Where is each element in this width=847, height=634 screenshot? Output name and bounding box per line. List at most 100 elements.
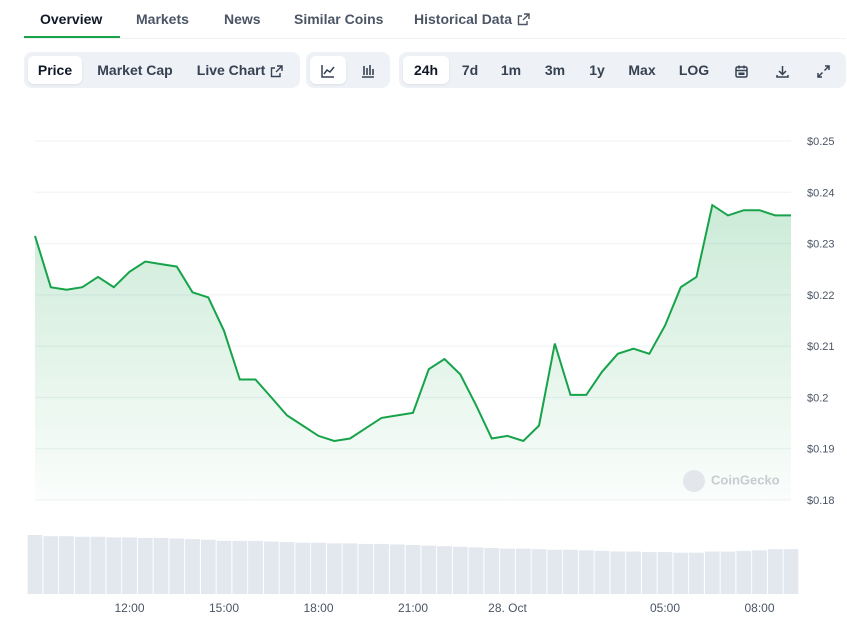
- overview-tabs: Overview Markets News Similar Coins Hist…: [24, 0, 846, 39]
- market-cap-button[interactable]: Market Cap: [97, 62, 173, 78]
- range-selector: 24h 7d 1m 3m 1y Max LOG: [399, 52, 846, 88]
- coingecko-logo-icon: [683, 470, 705, 492]
- volume-bar: [374, 543, 389, 594]
- tab-historical-data[interactable]: Historical Data: [414, 11, 530, 27]
- coingecko-watermark: CoinGecko: [683, 470, 780, 492]
- volume-bar: [185, 539, 200, 594]
- volume-bar: [169, 538, 185, 594]
- volume-bar: [200, 539, 216, 594]
- price-chart[interactable]: $0.25$0.24$0.23$0.22$0.21$0.2$0.19$0.18 …: [0, 100, 847, 634]
- volume-bar: [90, 536, 106, 594]
- x-tick-label: 28. Oct: [488, 601, 527, 615]
- tab-markets[interactable]: Markets: [136, 11, 189, 27]
- volume-bar: [736, 550, 752, 594]
- volume-bar: [106, 537, 122, 594]
- range-1m-button[interactable]: 1m: [500, 62, 522, 78]
- volume-bar: [704, 551, 720, 594]
- volume-bars: [27, 535, 799, 595]
- volume-bar: [641, 552, 657, 594]
- line-chart-icon: [321, 65, 335, 79]
- volume-bar: [248, 540, 263, 594]
- range-3m-button[interactable]: 3m: [544, 62, 566, 78]
- x-tick-label: 18:00: [303, 601, 333, 615]
- volume-bar: [500, 548, 515, 594]
- candlestick-icon: [362, 65, 374, 79]
- external-link-icon: [271, 65, 283, 77]
- external-link-icon: [517, 13, 530, 26]
- date-range-button[interactable]: [724, 56, 758, 84]
- tab-similar-coins[interactable]: Similar Coins: [294, 11, 384, 27]
- fullscreen-button[interactable]: [806, 56, 840, 84]
- x-axis: 12:00 15:00 18:00 21:00 28. Oct 05:00 08:00: [114, 601, 774, 615]
- volume-bar: [484, 548, 500, 594]
- volume-bar: [27, 535, 43, 594]
- range-1y-button[interactable]: 1y: [589, 62, 605, 78]
- x-tick-label: 08:00: [744, 601, 774, 615]
- volume-bar: [153, 537, 169, 594]
- range-24h-button[interactable]: 24h: [403, 56, 449, 84]
- watermark-label: CoinGecko: [711, 472, 780, 488]
- volume-bar: [405, 545, 421, 594]
- volume-bar: [720, 551, 736, 594]
- volume-bar: [547, 549, 563, 595]
- volume-bar: [531, 549, 547, 594]
- price-button[interactable]: Price: [28, 56, 82, 84]
- y-axis: $0.25 $0.24 $0.23 $0.22 $0.21 $0.2 $0.19 $0.18: [807, 136, 835, 507]
- live-chart-label: Live Chart: [196, 62, 266, 78]
- volume-bar: [74, 536, 90, 594]
- volume-bar: [594, 550, 610, 594]
- range-7d-button[interactable]: 7d: [461, 62, 479, 78]
- volume-bar: [563, 549, 578, 595]
- volume-bar: [122, 537, 137, 594]
- y-tick-label: $0.22: [807, 290, 835, 302]
- range-max-button[interactable]: Max: [628, 62, 656, 78]
- live-chart-button[interactable]: Live Chart: [192, 56, 288, 84]
- y-tick-label: $0.25: [807, 136, 835, 148]
- volume-bar: [421, 545, 437, 594]
- volume-bar: [783, 549, 799, 594]
- y-tick-label: $0.2: [807, 392, 828, 404]
- volume-bar: [263, 541, 279, 594]
- tab-historical-data-label: Historical Data: [414, 11, 513, 27]
- candlestick-chart-button[interactable]: [350, 56, 386, 84]
- volume-bar: [358, 543, 374, 594]
- metric-selector: Price Market Cap Live Chart: [24, 52, 300, 88]
- active-tab-indicator: [24, 36, 120, 38]
- volume-bar: [610, 551, 626, 594]
- y-tick-label: $0.19: [807, 444, 835, 456]
- download-button[interactable]: [765, 56, 799, 84]
- volume-bar: [673, 552, 689, 594]
- volume-bar: [752, 550, 767, 594]
- volume-bar: [279, 542, 295, 594]
- y-tick-label: $0.24: [807, 187, 835, 199]
- y-tick-label: $0.23: [807, 239, 835, 251]
- volume-bar: [137, 537, 153, 594]
- volume-bar: [389, 544, 405, 594]
- volume-bar: [452, 546, 468, 594]
- x-tick-label: 21:00: [398, 601, 428, 615]
- x-tick-label: 12:00: [114, 601, 144, 615]
- volume-bar: [342, 543, 358, 594]
- volume-bar: [326, 543, 342, 594]
- volume-bar: [578, 550, 594, 594]
- chart-style-selector: [306, 52, 390, 88]
- volume-bar: [232, 540, 248, 594]
- volume-bar: [626, 551, 641, 594]
- volume-bar: [295, 542, 311, 594]
- tab-news[interactable]: News: [224, 11, 261, 27]
- volume-bar: [689, 552, 704, 594]
- tab-overview[interactable]: Overview: [40, 11, 103, 27]
- calendar-icon: [734, 65, 748, 78]
- y-tick-label: $0.21: [807, 341, 835, 353]
- line-chart-button[interactable]: [310, 56, 346, 84]
- y-tick-label: $0.18: [807, 495, 835, 507]
- x-tick-label: 05:00: [650, 601, 680, 615]
- price-series-line: [34, 203, 791, 443]
- log-scale-button[interactable]: LOG: [678, 62, 710, 78]
- volume-bar: [43, 536, 59, 594]
- download-icon: [775, 65, 789, 78]
- volume-bar: [59, 536, 74, 594]
- volume-bar: [437, 546, 452, 594]
- fullscreen-icon: [816, 65, 830, 78]
- price-area-fill: [35, 205, 791, 500]
